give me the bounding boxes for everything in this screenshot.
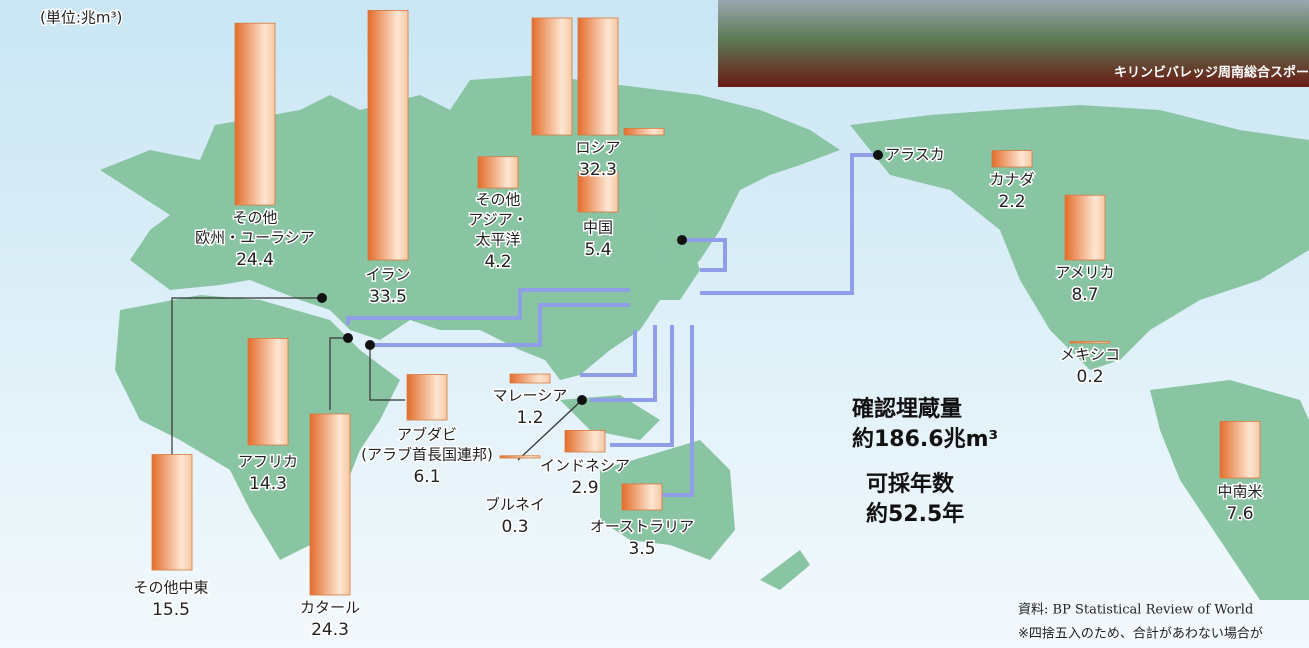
summary-value: 約52.5年 bbox=[866, 501, 964, 527]
region-label: アフリカ bbox=[238, 453, 298, 471]
region-label: ロシア bbox=[575, 139, 620, 157]
region-label: カタール bbox=[300, 599, 360, 617]
region-label: その他 bbox=[475, 191, 520, 209]
region-value: 32.3 bbox=[579, 160, 617, 180]
footnote: ※四捨五入のため、合計があわない場合が bbox=[1018, 626, 1263, 642]
bar bbox=[1220, 421, 1260, 478]
bar bbox=[565, 430, 605, 452]
bar bbox=[624, 128, 664, 135]
region-value: 6.1 bbox=[413, 467, 440, 487]
summary-value: 約186.6兆m³ bbox=[852, 426, 998, 452]
region-label: アジア・ bbox=[468, 211, 527, 229]
region-label: インドネシア bbox=[540, 457, 630, 475]
source: 資料: BP Statistical Review of World bbox=[1018, 603, 1253, 618]
region-value: 24.4 bbox=[236, 250, 274, 270]
region-value: 1.2 bbox=[516, 408, 543, 428]
alaska-label: アラスカ bbox=[885, 146, 945, 164]
region-label: マレーシア bbox=[493, 387, 568, 405]
bar bbox=[1070, 342, 1110, 344]
bar bbox=[248, 338, 288, 445]
map: (単位:兆m³) キリンビバレッジ周南総合スポー アラスカ 確認埋蔵量 約186… bbox=[0, 0, 1309, 648]
region-label: ブルネイ bbox=[485, 496, 545, 514]
bar bbox=[510, 374, 550, 383]
bar bbox=[310, 414, 350, 595]
summary-label: 可採年数 bbox=[866, 471, 955, 497]
region-value: 2.2 bbox=[998, 192, 1025, 212]
photo-caption: キリンビバレッジ周南総合スポー bbox=[1114, 65, 1309, 81]
region-value: 7.6 bbox=[1226, 504, 1253, 524]
region-label: その他中東 bbox=[133, 579, 208, 597]
region-label: 中南米 bbox=[1217, 483, 1262, 501]
bar bbox=[1065, 195, 1105, 260]
region-value: 33.5 bbox=[369, 287, 407, 307]
region-value: 15.5 bbox=[152, 600, 190, 620]
region-label: アブダビ bbox=[397, 426, 457, 444]
bar bbox=[500, 456, 540, 458]
region-label: メキシコ bbox=[1060, 346, 1120, 364]
bar bbox=[992, 151, 1032, 167]
region-value: 0.3 bbox=[501, 517, 528, 537]
summary-label: 確認埋蔵量 bbox=[852, 396, 962, 422]
region-value: 0.2 bbox=[1076, 367, 1103, 387]
bar bbox=[368, 10, 408, 260]
region-label: (アラブ首長国連邦) bbox=[361, 446, 493, 464]
bar bbox=[532, 18, 572, 135]
region-label: 中国 bbox=[583, 219, 613, 237]
region-label: カナダ bbox=[989, 171, 1034, 189]
region-label: 太平洋 bbox=[475, 231, 520, 249]
region-label: その他 bbox=[232, 209, 277, 227]
unit: (単位:兆m³) bbox=[40, 9, 122, 27]
region-label: オーストラリア bbox=[590, 518, 694, 536]
region-label: アメリカ bbox=[1055, 264, 1114, 282]
bar bbox=[152, 455, 192, 570]
region-value: 2.9 bbox=[571, 478, 598, 498]
bar bbox=[235, 23, 275, 205]
bar bbox=[622, 484, 662, 510]
bar bbox=[407, 375, 447, 420]
region-value: 24.3 bbox=[311, 620, 349, 640]
region-value: 3.5 bbox=[628, 539, 655, 559]
region-value: 14.3 bbox=[249, 474, 287, 494]
region-value: 5.4 bbox=[584, 240, 611, 260]
bar bbox=[578, 18, 618, 135]
region-label: 欧州・ユーラシア bbox=[195, 229, 315, 247]
region-label: イラン bbox=[365, 266, 410, 284]
bar bbox=[478, 157, 518, 188]
region-value: 8.7 bbox=[1071, 285, 1098, 305]
region-value: 4.2 bbox=[484, 252, 511, 272]
photo: キリンビバレッジ周南総合スポー bbox=[718, 0, 1309, 87]
